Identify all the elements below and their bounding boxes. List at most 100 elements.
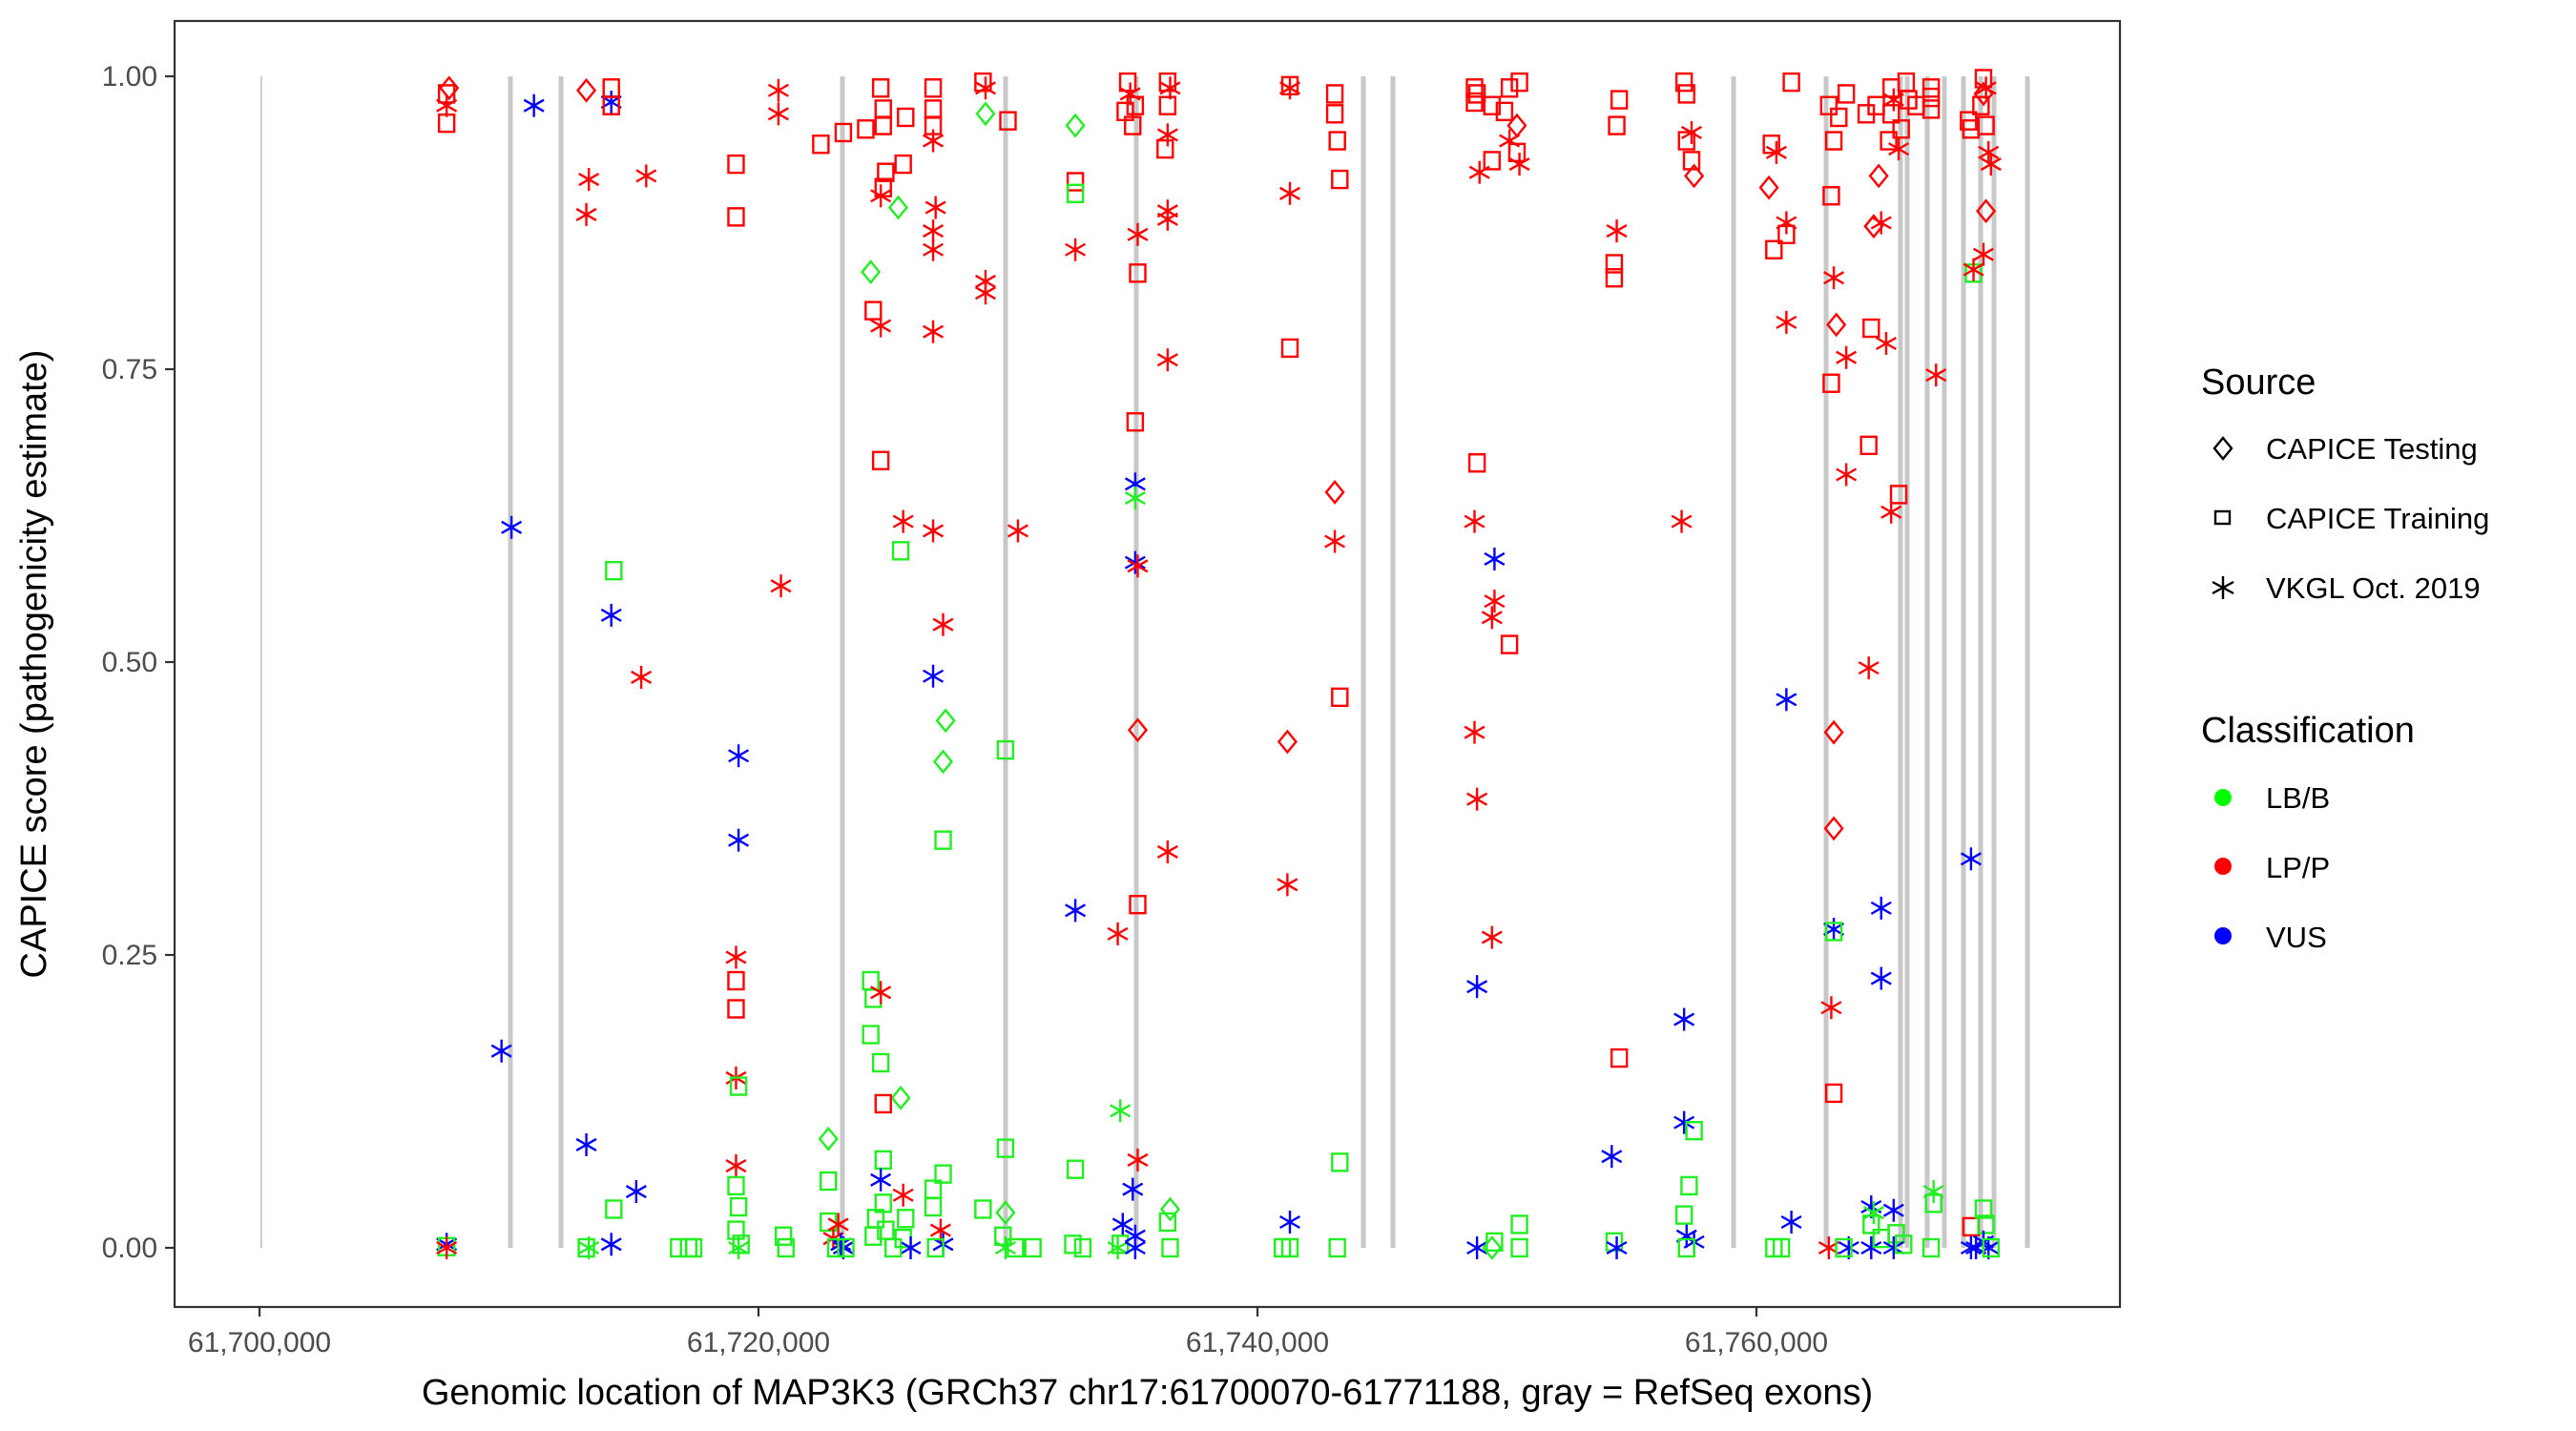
point-training-lpp [1922,87,1941,108]
asterisk-stroke [974,274,996,288]
point-training-lbb [934,1164,952,1184]
point-training-lpp [1129,263,1147,283]
asterisk-stroke [1963,262,1984,277]
point-training-lbb [1328,1237,1346,1258]
point-vkgl-lbb [1862,1201,1884,1225]
point-training-lpp [1118,72,1137,93]
asterisk-stroke [870,985,892,1000]
asterisk-stroke [1324,534,1346,549]
asterisk-stroke [725,950,747,964]
asterisk-stroke [1601,1150,1623,1164]
legend-title-classification: Classification [2201,711,2415,751]
point-training-lpp [874,115,892,135]
asterisk-stroke [1119,87,1141,101]
legend-entry-capice-training: CAPICE Training [2213,502,2489,535]
legend-classification: Classification LB/B LP/P VUS [2201,711,2415,954]
point-vkgl-lpp [1484,590,1506,613]
asterisk-stroke [929,1223,951,1237]
point-testing-lpp [576,77,597,103]
point-training-lbb [1510,1214,1528,1234]
vus-dot-icon [2214,927,2232,944]
asterisk-stroke [767,107,789,121]
asterisk-stroke [1481,611,1503,625]
asterisk-stroke [1065,903,1087,918]
point-training-lbb [1924,1193,1942,1213]
point-training-lpp [1859,435,1878,456]
point-vkgl-lpp [1823,266,1845,290]
asterisk-stroke [575,1137,597,1151]
point-training-lbb [1510,1237,1528,1258]
point-vkgl-vus [600,603,622,627]
legend-label: CAPICE Training [2266,502,2489,535]
asterisk-stroke [1107,926,1129,941]
point-training-lpp [1465,92,1484,113]
point-vkgl-vus [1122,1177,1144,1201]
lpp-dot-icon [2214,858,2232,875]
asterisk-stroke [600,1237,622,1252]
point-training-lpp [1889,485,1908,505]
point-training-lpp [1677,131,1695,151]
asterisk-stroke [770,579,792,593]
point-training-lbb [934,830,952,850]
point-vkgl-vus [900,1236,922,1259]
asterisk-stroke [1508,157,1530,172]
asterisk-stroke [1606,1240,1628,1255]
point-testing-lbb [887,195,908,220]
point-vkgl-vus [1860,1236,1882,1259]
y-tick-label: 1.00 [102,61,157,93]
point-vkgl-lpp [1836,345,1858,369]
x-tick-label: 61,760,000 [1685,1327,1828,1358]
point-vkgl-lpp [1972,242,1994,266]
asterisk-stroke [892,1188,914,1202]
point-training-lpp [1605,254,1624,274]
point-training-lbb [994,1226,1012,1246]
asterisk-stroke [1888,142,1910,156]
point-training-lpp [1824,1083,1843,1104]
point-vkgl-lpp [929,1218,951,1242]
asterisk-stroke [1875,336,1897,351]
asterisk-stroke [1279,186,1300,200]
asterisk-stroke [1978,145,2000,159]
point-training-lpp [1922,99,1941,119]
point-training-lbb [577,1237,595,1258]
point-vkgl-lpp [1156,348,1178,372]
point-vkgl-lpp [1127,554,1149,578]
asterisk-stroke [994,1240,1016,1255]
point-testing-lbb [935,708,956,734]
asterisk-stroke [1124,1229,1146,1243]
legend-source: Source CAPICE Testing CAPICE Training VK… [2201,363,2489,605]
point-vkgl-lpp [1858,656,1880,680]
asterisk-stroke [1007,524,1028,538]
point-vkgl-vus [600,1233,622,1256]
panel-border [173,19,2122,1309]
point-vkgl-lpp [725,1154,747,1178]
point-vkgl-lpp [1156,840,1178,863]
asterisk-stroke [1124,555,1146,570]
point-vkgl-lpp [1065,238,1087,261]
point-training-lpp [727,970,745,991]
asterisk-stroke [578,173,600,187]
point-training-lpp [1824,131,1843,151]
asterisk-stroke [1870,971,1892,985]
y-axis: 0.00 0.25 0.50 0.75 1.00 [102,61,175,1264]
asterisk-stroke [1156,353,1178,367]
point-training-lbb [996,1138,1015,1158]
point-vkgl-lpp [436,1236,458,1259]
point-training-lpp [1156,138,1174,159]
point-training-lbb [891,541,910,561]
point-vkgl-lpp [924,196,946,219]
point-training-lbb [884,1237,903,1258]
point-vkgl-lpp [1324,529,1346,553]
point-vkgl-lpp [767,102,789,126]
point-vkgl-lpp [1875,331,1897,355]
point-training-lpp [1677,84,1695,104]
point-training-lbb [1922,1237,1941,1258]
point-training-lbb [1674,1205,1693,1225]
asterisk-stroke [1065,242,1087,257]
point-vkgl-vus [1124,550,1146,574]
point-training-lbb [871,1052,890,1073]
point-vkgl-vus [501,515,523,539]
point-training-lbb [605,1199,623,1219]
asterisk-stroke [631,670,653,685]
